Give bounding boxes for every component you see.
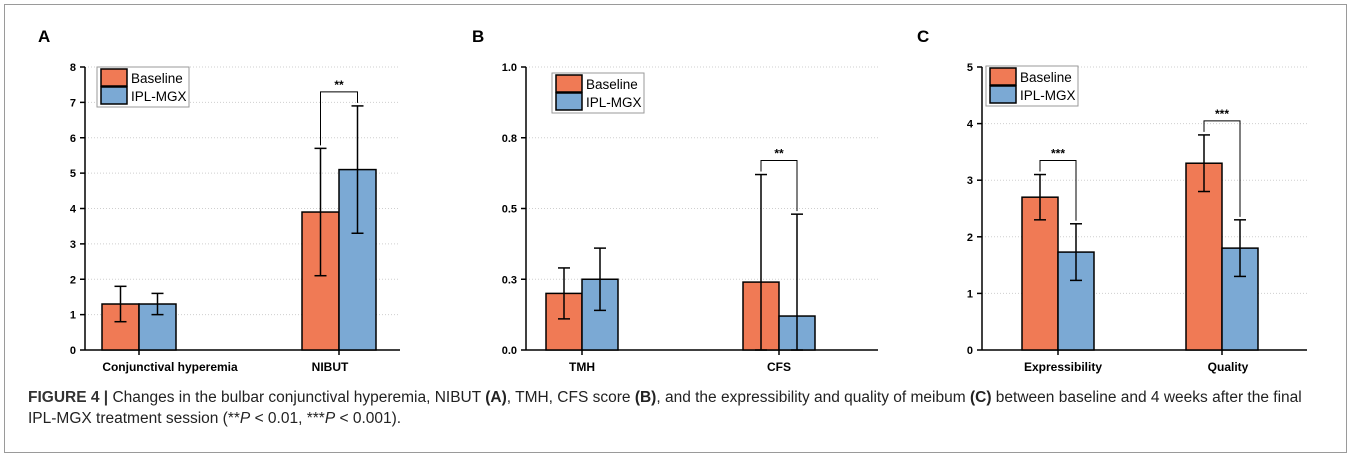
legend-label: Baseline <box>131 71 183 86</box>
y-tick-label: 0 <box>967 345 973 357</box>
bar-baseline <box>1021 196 1059 351</box>
x-tick-label: CFS <box>767 360 791 374</box>
y-tick-label: 4 <box>967 119 974 131</box>
legend-label: Baseline <box>586 77 638 92</box>
caption-text-4: between baseline and 4 weeks after the f… <box>28 389 1302 427</box>
y-tick-label: 5 <box>967 62 973 74</box>
caption-ref-a: (A) <box>485 389 507 406</box>
figure-frame <box>4 4 1347 453</box>
y-tick-label: 0 <box>70 345 76 357</box>
panel-letter: B <box>472 27 484 46</box>
legend-swatch-ipl-mgx <box>989 85 1017 104</box>
caption-label: FIGURE 4 | <box>28 389 109 406</box>
y-tick-label: 3 <box>967 175 973 187</box>
panel-b: B 0.0 0.3 0.5 0.8 1.0 TMH CFS ** Baseline IPL-MGX <box>472 27 878 374</box>
y-tick-label: 2 <box>967 232 973 244</box>
y-tick-label: 1 <box>70 310 76 322</box>
y-tick-label: 8 <box>70 62 76 74</box>
significance-label: *** <box>1215 107 1229 121</box>
panel-a: A 0 1 2 3 4 5 6 7 8 Conjunctival hyperemia NIBUT ** B… <box>38 27 400 374</box>
x-tick-label: Quality <box>1208 360 1249 374</box>
legend-label: IPL-MGX <box>131 89 187 104</box>
y-tick-label: 1 <box>967 288 973 300</box>
y-tick-label: 0.5 <box>502 204 517 216</box>
legend-swatch-baseline <box>989 67 1017 86</box>
legend: Baseline IPL-MGX <box>985 65 1079 107</box>
y-tick-label: 4 <box>70 204 77 216</box>
caption-p-2: P <box>324 410 336 427</box>
significance-bracket <box>1039 160 1077 221</box>
legend: Baseline IPL-MGX <box>96 66 190 108</box>
significance-label: ** <box>774 147 784 161</box>
caption-text-3: , and the expressibility and quality of … <box>656 389 970 406</box>
x-tick-label: Expressibility <box>1024 360 1102 374</box>
caption-text-1: Changes in the bulbar conjunctival hyper… <box>108 389 486 406</box>
legend-swatch-ipl-mgx <box>555 92 583 111</box>
y-tick-label: 0.8 <box>502 133 517 145</box>
x-tick-label: Conjunctival hyperemia <box>102 360 238 374</box>
legend-swatch-baseline <box>100 68 128 87</box>
caption-text-6: < 0.001). <box>335 410 402 427</box>
y-tick-label: 5 <box>70 168 76 180</box>
legend-label: Baseline <box>1020 70 1072 85</box>
x-tick-label: NIBUT <box>312 360 349 374</box>
y-tick-label: 2 <box>70 274 76 286</box>
legend: Baseline IPL-MGX <box>551 72 645 114</box>
significance-label: ** <box>334 78 344 92</box>
y-tick-label: 0.3 <box>502 274 517 286</box>
panel-c: C 0 1 2 3 4 5 Expressibility Quality *** *** Baseli… <box>917 27 1307 374</box>
caption-p-1: P <box>239 410 251 427</box>
significance-bracket <box>760 160 798 212</box>
figure-caption: FIGURE 4 | Changes in the bulbar conjunc… <box>28 387 1328 429</box>
significance-bracket <box>320 91 358 146</box>
legend-label: IPL-MGX <box>586 95 642 110</box>
significance-bracket <box>1203 120 1241 217</box>
caption-ref-c: (C) <box>969 389 992 406</box>
caption-ref-b: (B) <box>634 389 657 406</box>
legend-swatch-ipl-mgx <box>100 86 128 105</box>
caption-text-2: , TMH, CFS score <box>506 389 635 406</box>
y-tick-label: 1.0 <box>502 62 517 74</box>
y-tick-label: 0.0 <box>502 345 517 357</box>
legend-label: IPL-MGX <box>1020 88 1076 103</box>
significance-label: *** <box>1051 147 1065 161</box>
y-tick-label: 3 <box>70 239 76 251</box>
x-tick-label: TMH <box>569 360 595 374</box>
panel-letter: C <box>917 27 929 46</box>
caption-text-5: < 0.01, *** <box>250 410 325 427</box>
panel-letter: A <box>38 27 50 46</box>
y-tick-label: 7 <box>70 97 76 109</box>
y-tick-label: 6 <box>70 133 76 145</box>
legend-swatch-baseline <box>555 74 583 93</box>
